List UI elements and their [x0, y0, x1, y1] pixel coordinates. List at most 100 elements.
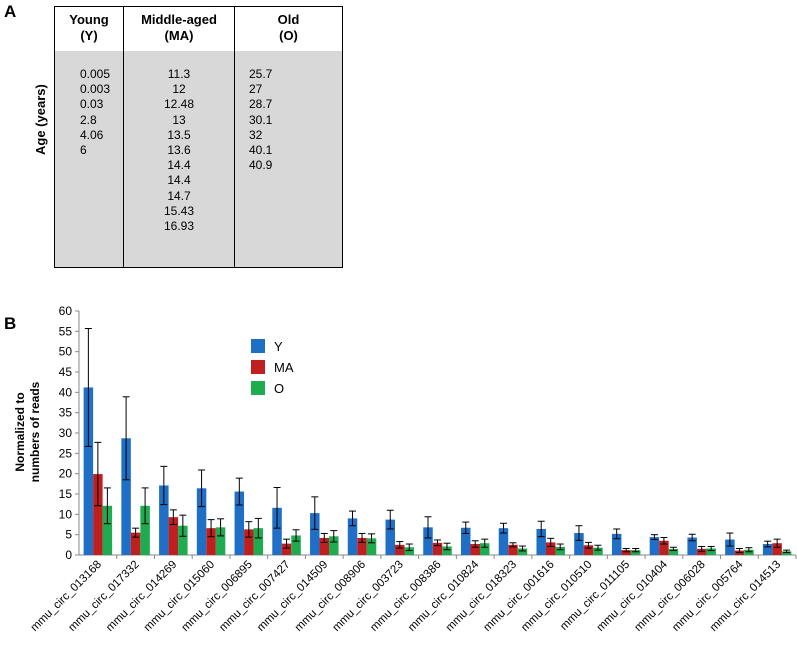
bar — [93, 474, 103, 555]
bar — [319, 537, 330, 555]
x-tick-label: mmu_circ_010404 — [595, 558, 671, 634]
age-value: 14.7 — [167, 188, 191, 203]
y-tick-label: 25 — [59, 446, 73, 460]
bar — [423, 527, 433, 555]
young-values: 0.005 0.003 0.03 2.8 4.06 6 — [55, 51, 123, 267]
bar — [725, 539, 735, 555]
y-tick-label: 45 — [59, 365, 73, 379]
age-value: 0.003 — [80, 82, 111, 97]
bar — [385, 519, 396, 555]
x-tick-label: mmu_circ_011105 — [558, 559, 632, 633]
age-value: 30.1 — [249, 112, 273, 127]
bar — [366, 538, 377, 555]
x-tick-label: mmu_circ_005764 — [670, 558, 746, 634]
old-column-title: Old — [277, 12, 300, 27]
bar — [508, 544, 518, 555]
legend-label: O — [274, 381, 284, 396]
middle-aged-column: Middle-aged (MA) 11.3 12 12.48 13 13.5 13.6 14… — [123, 7, 234, 267]
bar — [593, 547, 603, 555]
bar — [583, 545, 594, 555]
age-value: 32 — [249, 127, 263, 142]
bar — [281, 543, 292, 555]
y-axis-label: Normalized tonumbers of reads — [13, 381, 42, 482]
age-value: 2.8 — [80, 112, 97, 127]
bar — [545, 542, 556, 555]
legend-swatch — [251, 360, 265, 374]
age-value: 25.7 — [249, 67, 273, 81]
legend-swatch — [251, 339, 265, 353]
bar — [574, 533, 584, 555]
x-tick-label: mmu_circ_008906 — [293, 559, 368, 634]
bar — [272, 507, 282, 555]
bar — [206, 528, 216, 555]
bar — [347, 518, 358, 555]
age-value: 4.06 — [80, 127, 104, 142]
bar — [130, 532, 141, 555]
y-tick-label: 0 — [65, 548, 72, 562]
bar — [404, 547, 415, 555]
middle-aged-column-title: Middle-aged — [141, 12, 217, 27]
x-tick-label: mmu_circ_008386 — [368, 559, 443, 634]
bar — [215, 527, 226, 555]
bar — [555, 546, 565, 555]
y-tick-label: 5 — [65, 528, 72, 542]
legend-label: MA — [274, 360, 294, 375]
bar — [687, 537, 697, 555]
bar — [253, 528, 264, 555]
age-value: 15.43 — [163, 203, 195, 218]
y-tick-label: 40 — [59, 385, 73, 399]
bar — [83, 387, 94, 555]
age-value: 11.3 — [167, 67, 191, 81]
bar — [772, 543, 782, 555]
bar — [234, 491, 245, 555]
x-tick-label: mmu_circ_014269 — [104, 559, 179, 634]
bar — [649, 537, 660, 555]
y-axis-label-line: Normalized to — [13, 392, 27, 471]
age-value: 14.4 — [167, 158, 191, 173]
young-column: Young (Y) 0.005 0.003 0.03 2.8 4.06 6 — [55, 7, 123, 267]
age-value: 16.93 — [163, 219, 195, 234]
bar — [470, 544, 480, 555]
age-value: 13.6 — [167, 143, 191, 158]
age-value: 28.7 — [249, 97, 273, 112]
age-value: 12.48 — [163, 97, 195, 112]
x-tick-label: mmu_circ_007427 — [217, 559, 292, 634]
panel-b-label: B — [4, 314, 17, 333]
legend-swatch — [251, 381, 265, 395]
bar — [432, 542, 443, 555]
bar — [168, 517, 179, 555]
age-table: Young (Y) 0.005 0.003 0.03 2.8 4.06 6 Middle-… — [54, 6, 343, 268]
middle-aged-values: 11.3 12 12.48 13 13.5 13.6 14.4 14.4 14.7 15.43 16… — [124, 51, 234, 267]
old-column: Old (O) 25.7 27 28.7 30.1 32 40.1 40.9 — [234, 7, 342, 267]
age-value: 13 — [172, 112, 186, 127]
y-tick-label: 35 — [59, 406, 73, 420]
bar — [611, 533, 622, 555]
y-tick-label: 15 — [59, 487, 73, 501]
bar — [659, 540, 669, 555]
middle-aged-column-header: Middle-aged (MA) — [124, 7, 234, 51]
old-column-header: Old (O) — [235, 7, 342, 51]
bar — [517, 548, 528, 555]
age-value: 0.03 — [80, 97, 104, 112]
bar — [121, 438, 131, 555]
x-tick-label: mmu_circ_003723 — [331, 559, 406, 634]
old-column-abbr: (O) — [279, 28, 298, 43]
age-value: 27 — [249, 82, 263, 97]
x-tick-label: mmu_circ_006895 — [180, 559, 255, 634]
young-column-header: Young (Y) — [55, 7, 123, 51]
x-tick-label: mmu_circ_014509 — [255, 559, 330, 634]
age-value: 0.005 — [80, 67, 111, 81]
x-tick-label: mmu_circ_017332 — [66, 559, 141, 634]
x-tick-label: mmu_circ_010510 — [519, 559, 594, 634]
old-values: 25.7 27 28.7 30.1 32 40.1 40.9 — [235, 51, 342, 267]
young-column-abbr: (Y) — [80, 28, 98, 43]
bar — [329, 536, 339, 555]
bar — [442, 546, 452, 555]
x-tick-label: mmu_circ_018323 — [444, 559, 519, 634]
bar — [159, 485, 169, 555]
bar — [479, 543, 490, 555]
bar — [291, 535, 301, 555]
bar — [621, 550, 631, 555]
bar — [696, 548, 707, 555]
